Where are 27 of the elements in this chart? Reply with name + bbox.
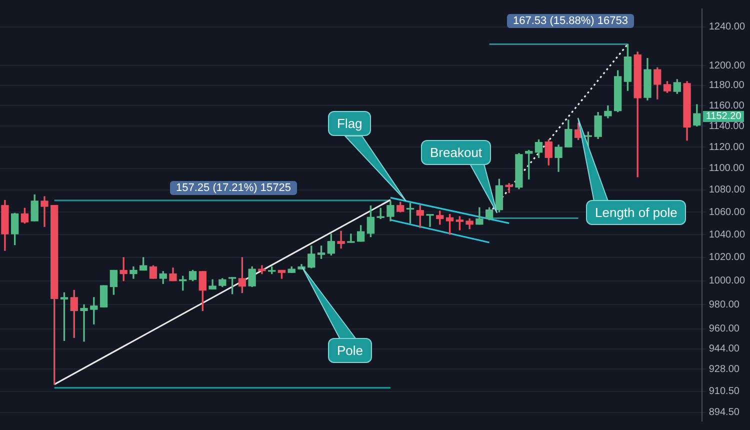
y-tick-label: 1200.00 [708,60,746,72]
annotation: 157.25 (17.21%) 15725 [170,181,297,195]
y-tick-label: 1180.00 [708,80,745,92]
y-tick-label: 944.00 [708,344,740,355]
y-tick-label: 1000.00 [708,276,746,287]
text: 1152.20 [702,111,744,122]
y-tick-label: 1060.00 [708,206,746,218]
y-tick-label: 928.00 [708,364,740,375]
candlestick [100,285,108,308]
annotation: 167.53 (15.88%) 16753 [507,14,634,28]
y-tick-label: 1140.00 [708,120,745,132]
y-tick-label: 1240.00 [708,22,746,33]
y-tick-label: 910.50 [708,386,740,398]
y-tick-label: 980.00 [708,299,740,310]
y-tick-label: 960.00 [708,324,740,335]
candlestick [347,234,355,243]
y-tick-label: 1020.00 [708,252,746,264]
annotation: Length of pole [586,200,686,225]
y-tick-label: 1120.00 [708,142,745,153]
y-tick-label: 1100.00 [708,163,745,174]
y-tick-label: 1160.00 [708,100,745,112]
y-tick-label: 1040.00 [708,229,746,240]
y-tick-label: 894.50 [708,407,740,418]
y-tick-label: 1080.00 [708,184,746,196]
annotation: Pole [328,338,372,363]
annotation: Breakout [421,140,492,165]
annotation: Flag [328,111,372,136]
